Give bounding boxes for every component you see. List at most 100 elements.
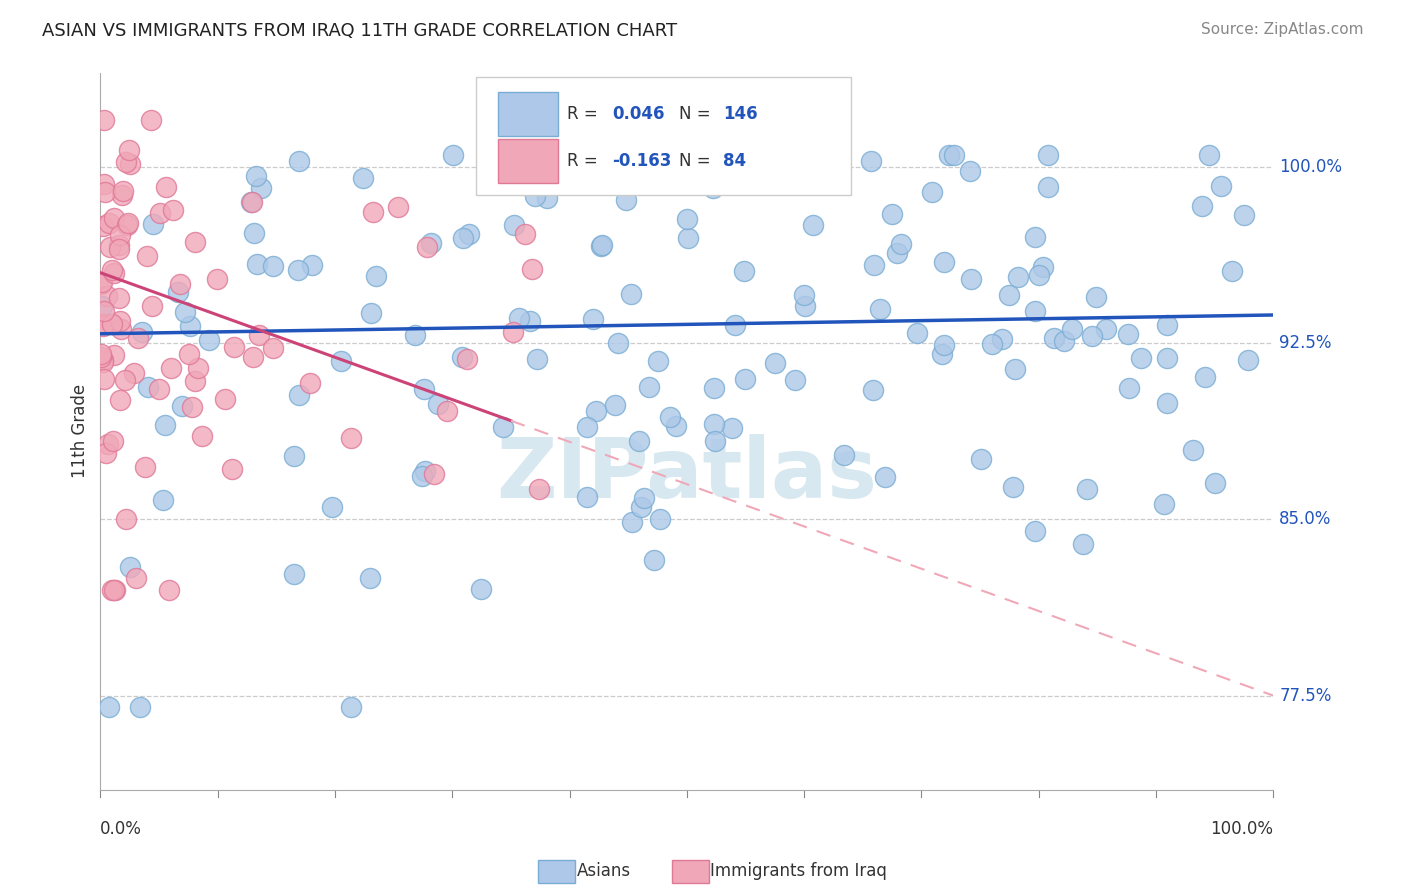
- Point: [938, 148, 960, 162]
- Point: [862, 258, 884, 272]
- Point: [93, 112, 115, 127]
- Point: [875, 469, 897, 483]
- Point: [905, 326, 928, 340]
- Point: [991, 332, 1014, 346]
- Point: [1042, 331, 1064, 345]
- Point: [93, 355, 115, 369]
- Point: [91, 299, 114, 313]
- Point: [128, 700, 150, 714]
- Point: [614, 193, 637, 207]
- Point: [1007, 270, 1029, 285]
- Point: [363, 204, 385, 219]
- Point: [1204, 475, 1226, 490]
- Point: [288, 388, 311, 402]
- Point: [97, 437, 120, 451]
- Point: [136, 249, 159, 263]
- Point: [1116, 326, 1139, 341]
- Point: [155, 417, 177, 432]
- Point: [704, 434, 727, 448]
- Text: R =: R =: [567, 105, 603, 123]
- Point: [630, 500, 652, 514]
- Point: [1209, 179, 1232, 194]
- Point: [451, 351, 474, 365]
- Point: [340, 431, 363, 445]
- Point: [1236, 353, 1258, 368]
- Point: [103, 434, 125, 449]
- Point: [1153, 498, 1175, 512]
- Point: [103, 266, 125, 280]
- Point: [287, 153, 309, 168]
- Point: [108, 392, 131, 407]
- Point: [103, 349, 125, 363]
- Point: [1036, 180, 1059, 194]
- Point: [419, 236, 441, 251]
- Point: [793, 299, 815, 313]
- Point: [114, 373, 136, 387]
- Point: [1181, 442, 1204, 457]
- Point: [104, 582, 127, 597]
- Point: [103, 211, 125, 226]
- Point: [574, 148, 596, 162]
- Point: [1004, 362, 1026, 376]
- Point: [1002, 480, 1025, 494]
- Text: R =: R =: [567, 153, 603, 170]
- Point: [301, 258, 323, 272]
- Point: [299, 376, 322, 390]
- Point: [131, 325, 153, 339]
- Point: [647, 354, 669, 368]
- Point: [1062, 322, 1084, 336]
- Point: [224, 340, 246, 354]
- Point: [127, 331, 149, 345]
- Point: [1024, 304, 1046, 318]
- Point: [413, 382, 436, 396]
- Point: [761, 170, 783, 185]
- Point: [576, 490, 599, 504]
- Point: [582, 311, 605, 326]
- Point: [620, 515, 643, 529]
- Point: [1076, 483, 1098, 497]
- Point: [136, 380, 159, 394]
- Point: [1036, 148, 1059, 162]
- Point: [502, 325, 524, 339]
- Point: [456, 351, 478, 366]
- Point: [1130, 351, 1153, 366]
- Point: [103, 582, 125, 597]
- Point: [1198, 148, 1220, 162]
- Point: [283, 566, 305, 581]
- Point: [101, 582, 124, 597]
- Point: [869, 301, 891, 316]
- Point: [675, 211, 697, 226]
- Point: [862, 384, 884, 398]
- Point: [118, 157, 141, 171]
- Point: [703, 417, 725, 432]
- Point: [115, 154, 138, 169]
- Point: [94, 185, 117, 199]
- Point: [576, 420, 599, 434]
- Point: [508, 310, 530, 325]
- Point: [492, 420, 515, 434]
- Point: [100, 317, 122, 331]
- Point: [591, 238, 613, 252]
- Text: Source: ZipAtlas.com: Source: ZipAtlas.com: [1201, 22, 1364, 37]
- Point: [1028, 268, 1050, 282]
- Point: [969, 452, 991, 467]
- Point: [638, 380, 661, 394]
- Point: [245, 257, 267, 271]
- Point: [702, 181, 724, 195]
- Point: [1071, 537, 1094, 551]
- Point: [110, 321, 132, 335]
- Point: [149, 206, 172, 220]
- Point: [240, 195, 263, 210]
- Point: [404, 327, 426, 342]
- Point: [197, 333, 219, 347]
- Point: [179, 318, 201, 333]
- Point: [763, 356, 786, 370]
- Point: [90, 277, 112, 291]
- Point: [411, 469, 433, 483]
- Point: [793, 287, 815, 301]
- Text: 0.0%: 0.0%: [100, 820, 142, 838]
- Point: [283, 449, 305, 463]
- FancyBboxPatch shape: [475, 77, 851, 194]
- Point: [173, 305, 195, 319]
- Point: [1024, 524, 1046, 538]
